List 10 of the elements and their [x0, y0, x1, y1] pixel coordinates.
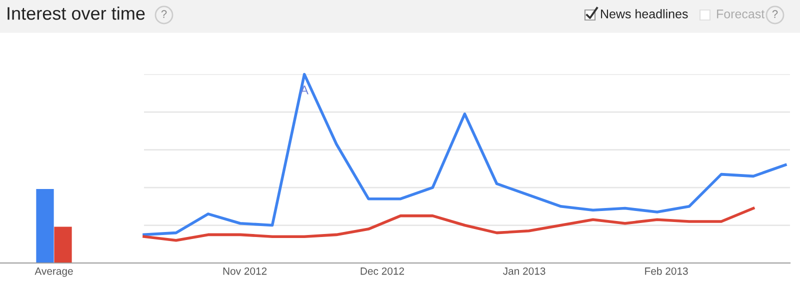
x-tick-label: Average: [34, 268, 73, 277]
text: Forecast: [717, 10, 765, 18]
x-tick-label: Dec 2012: [360, 267, 404, 275]
text: ?: [772, 10, 778, 18]
x-tick-label: Jan 2013: [503, 267, 546, 275]
text: ?: [161, 10, 167, 18]
chart-title: Interest over time: [8, 6, 145, 20]
x-tick-label: Nov 2012: [223, 267, 267, 275]
x-tick-label: Feb 2013: [645, 267, 688, 275]
text: News headlines: [601, 9, 688, 18]
